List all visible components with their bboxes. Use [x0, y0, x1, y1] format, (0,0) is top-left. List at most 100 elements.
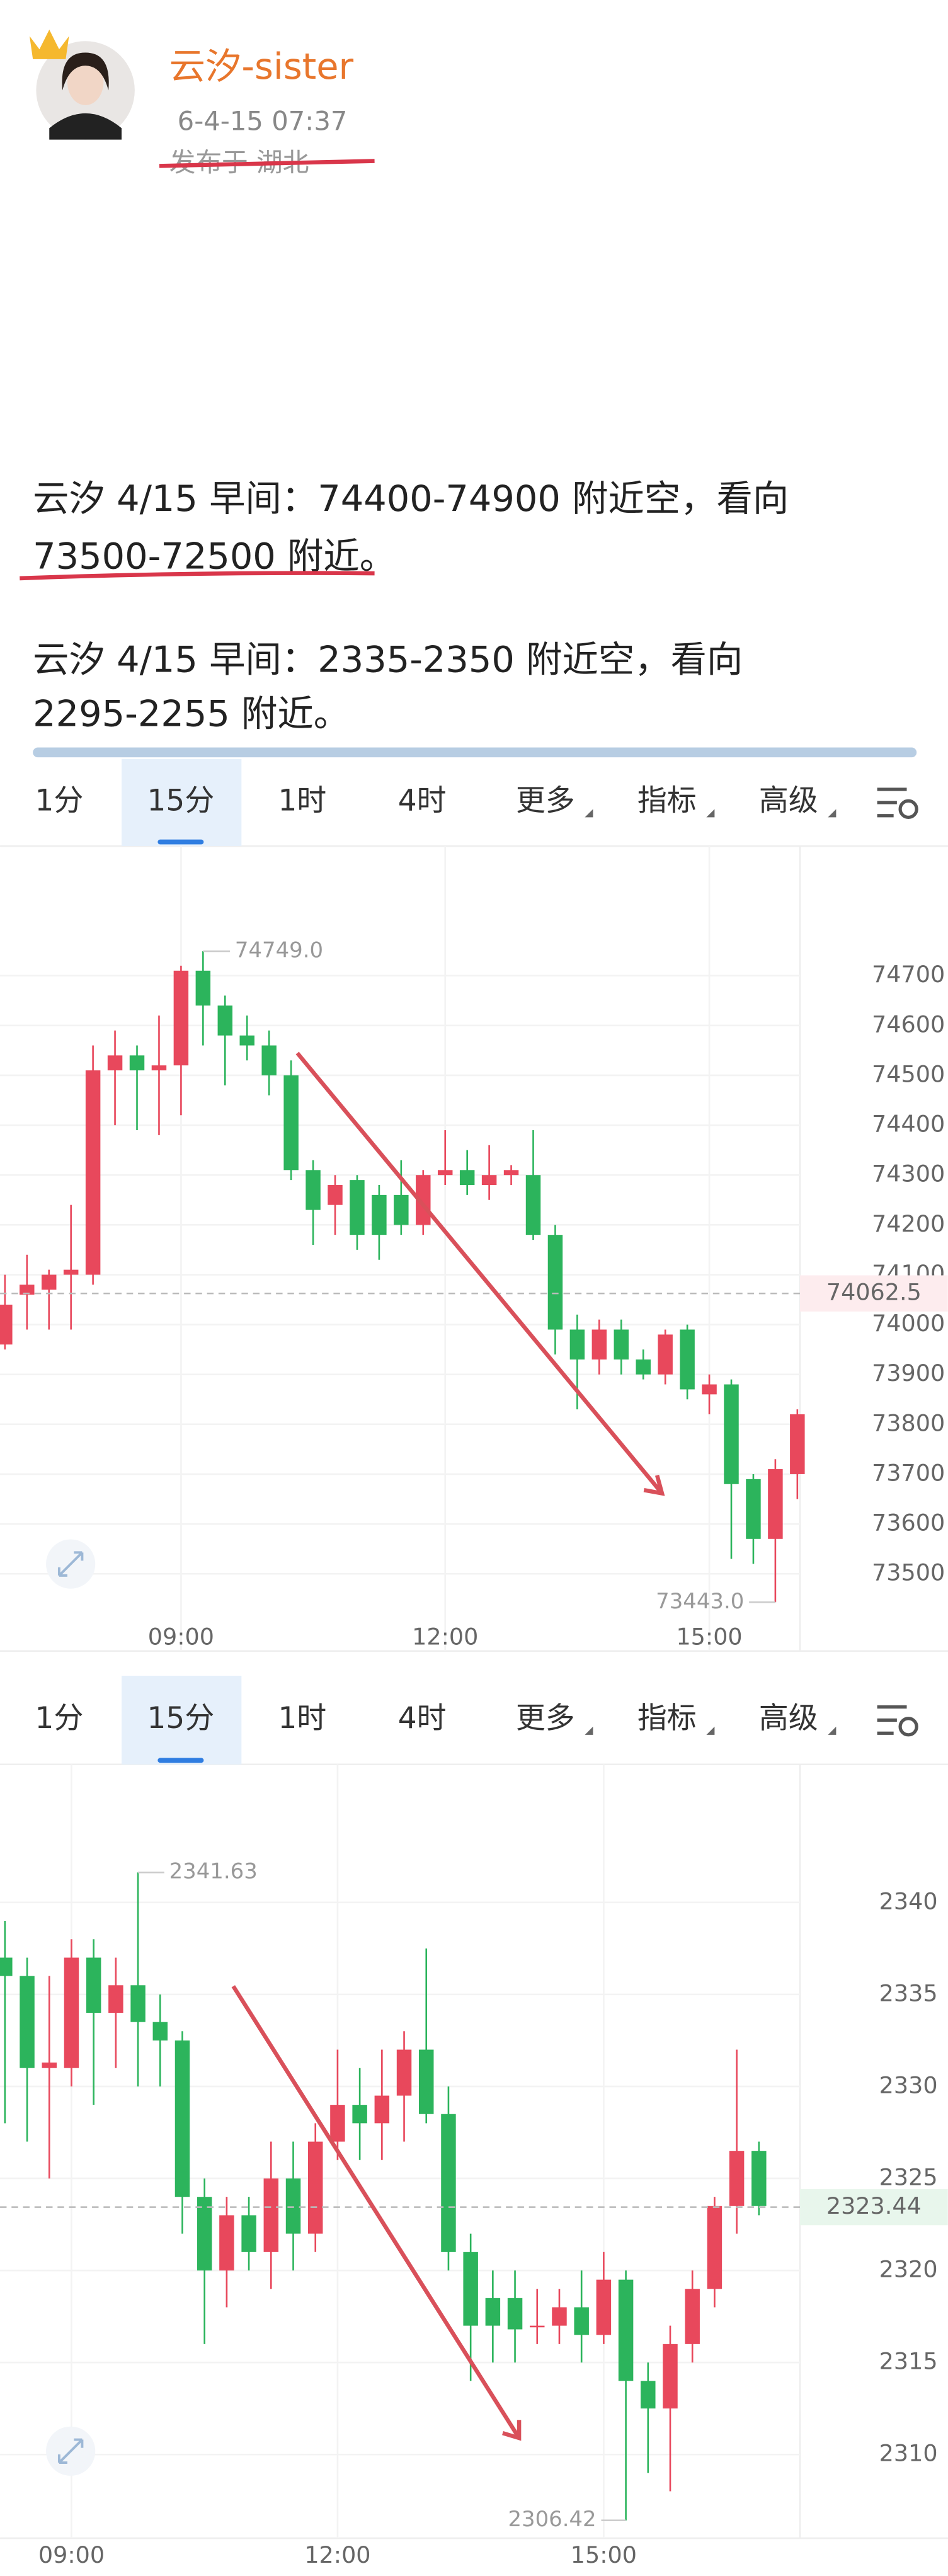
- expand-icon: [57, 2438, 84, 2464]
- tab-selected-bg: [122, 758, 242, 847]
- candle-body: [374, 2095, 390, 2124]
- candle-body: [197, 2197, 212, 2271]
- tab[interactable]: 更多: [516, 1701, 575, 1736]
- paragraph-line: 73500-72500 附近。: [33, 535, 396, 577]
- candle-body: [658, 1334, 673, 1375]
- last-price-badge: [800, 2189, 948, 2226]
- candle-body: [130, 1985, 146, 2022]
- y-tick-label: 73900: [872, 1360, 945, 1387]
- candle-body: [0, 1304, 13, 1345]
- settings-icon-gear[interactable]: [898, 1717, 918, 1737]
- candle-body: [547, 1235, 563, 1330]
- candle-body: [174, 2040, 190, 2197]
- candle-body: [328, 1185, 343, 1205]
- candle-body: [350, 1180, 365, 1235]
- candle-body: [525, 1175, 541, 1235]
- tab[interactable]: 指标: [637, 1701, 697, 1736]
- tab[interactable]: 1时: [278, 783, 326, 818]
- candle-body: [636, 1359, 651, 1375]
- candle-body: [241, 2215, 256, 2252]
- last-price-label: 74062.5: [826, 1279, 922, 1306]
- candle-body: [702, 1384, 717, 1395]
- avatar-body: [49, 113, 122, 140]
- last-price-label: 2323.44: [826, 2192, 922, 2219]
- candle-body: [108, 1985, 123, 2013]
- kline-panel: 1分 15分 1时 4时 更多 指标 高级 73500 73600 73700 73800 73900…: [0, 758, 948, 1652]
- post-time: 6-4-15 07:37: [178, 106, 348, 137]
- candle-body: [707, 2206, 722, 2289]
- candle-body: [685, 2289, 700, 2344]
- tab[interactable]: 4时: [398, 783, 447, 818]
- candle-body: [507, 2298, 523, 2330]
- candle-body: [20, 1976, 35, 2068]
- candle-body: [437, 1170, 453, 1176]
- candle-body: [724, 1384, 739, 1484]
- candle-body: [463, 2252, 478, 2326]
- crown-icon: [29, 29, 69, 59]
- candle-body: [152, 2022, 168, 2041]
- x-tick-label: 09:00: [148, 1623, 214, 1650]
- author-name[interactable]: 云汐-sister: [169, 45, 354, 88]
- candle-body: [330, 2105, 345, 2142]
- settings-icon[interactable]: [877, 787, 907, 818]
- candle-body: [64, 1957, 79, 2068]
- x-tick-label: 12:00: [412, 1623, 478, 1650]
- candle-body: [751, 2151, 767, 2206]
- candle-body: [372, 1194, 387, 1235]
- candle-body: [107, 1055, 123, 1071]
- tab[interactable]: 1时: [278, 1701, 326, 1736]
- y-tick-label: 74000: [872, 1310, 945, 1337]
- candle-body: [151, 1065, 167, 1071]
- candle-body: [86, 1957, 101, 2013]
- candle-body: [618, 2279, 634, 2381]
- dropdown-arrow: [585, 1726, 593, 1735]
- tab-indicator: [157, 839, 204, 845]
- tab[interactable]: 15分: [147, 1701, 215, 1736]
- candle-body: [790, 1414, 805, 1474]
- dropdown-arrow: [706, 809, 715, 818]
- tab[interactable]: 高级: [759, 1701, 818, 1736]
- y-tick-label: 74400: [872, 1111, 945, 1138]
- candle-body: [306, 1170, 321, 1210]
- extreme-label: 73443.0: [656, 1589, 744, 1613]
- tab[interactable]: 1分: [35, 783, 83, 818]
- arrow-mark: [231, 1985, 522, 2441]
- tab[interactable]: 更多: [516, 783, 575, 818]
- tab[interactable]: 4时: [398, 1701, 447, 1736]
- candle-body: [485, 2298, 501, 2326]
- candle-body: [195, 970, 211, 1006]
- candle-body: [729, 2151, 745, 2206]
- candle-body: [768, 1469, 783, 1539]
- candle-body: [42, 1274, 57, 1290]
- y-tick-label: 73800: [872, 1409, 945, 1436]
- candle-body: [746, 1479, 761, 1539]
- tab[interactable]: 高级: [759, 783, 818, 818]
- y-tick-label: 74700: [872, 961, 945, 988]
- candle-body: [42, 2062, 57, 2068]
- tab[interactable]: 指标: [637, 783, 697, 818]
- candle-body: [680, 1329, 695, 1390]
- candle-body: [530, 2325, 545, 2328]
- candle-body: [419, 2049, 434, 2114]
- candle-body: [441, 2114, 456, 2252]
- candle-body: [219, 2215, 234, 2271]
- candle-body: [217, 1005, 233, 1036]
- tab[interactable]: 15分: [147, 783, 215, 818]
- x-tick-label: 15:00: [676, 1623, 742, 1650]
- arrow-mark: [295, 1051, 665, 1496]
- candle-body: [261, 1045, 277, 1075]
- extreme-label: 74749.0: [235, 937, 323, 962]
- kline-panel: 1分 15分 1时 4时 更多 指标 高级 2310 2315 2320 2325 2330 2335 2…: [0, 1675, 948, 2568]
- tab[interactable]: 1分: [35, 1701, 83, 1736]
- expand-icon: [57, 1551, 84, 1577]
- candle-body: [307, 2141, 323, 2234]
- paragraph-line: 云汐 4/15 早间：74400-74900 附近空，看向: [33, 478, 789, 520]
- y-tick-label: 2320: [879, 2256, 938, 2283]
- candle-body: [481, 1175, 497, 1186]
- settings-icon-gear[interactable]: [898, 799, 918, 819]
- y-tick-label: 73600: [872, 1509, 945, 1537]
- settings-icon[interactable]: [877, 1705, 907, 1735]
- candle-body: [552, 2307, 567, 2326]
